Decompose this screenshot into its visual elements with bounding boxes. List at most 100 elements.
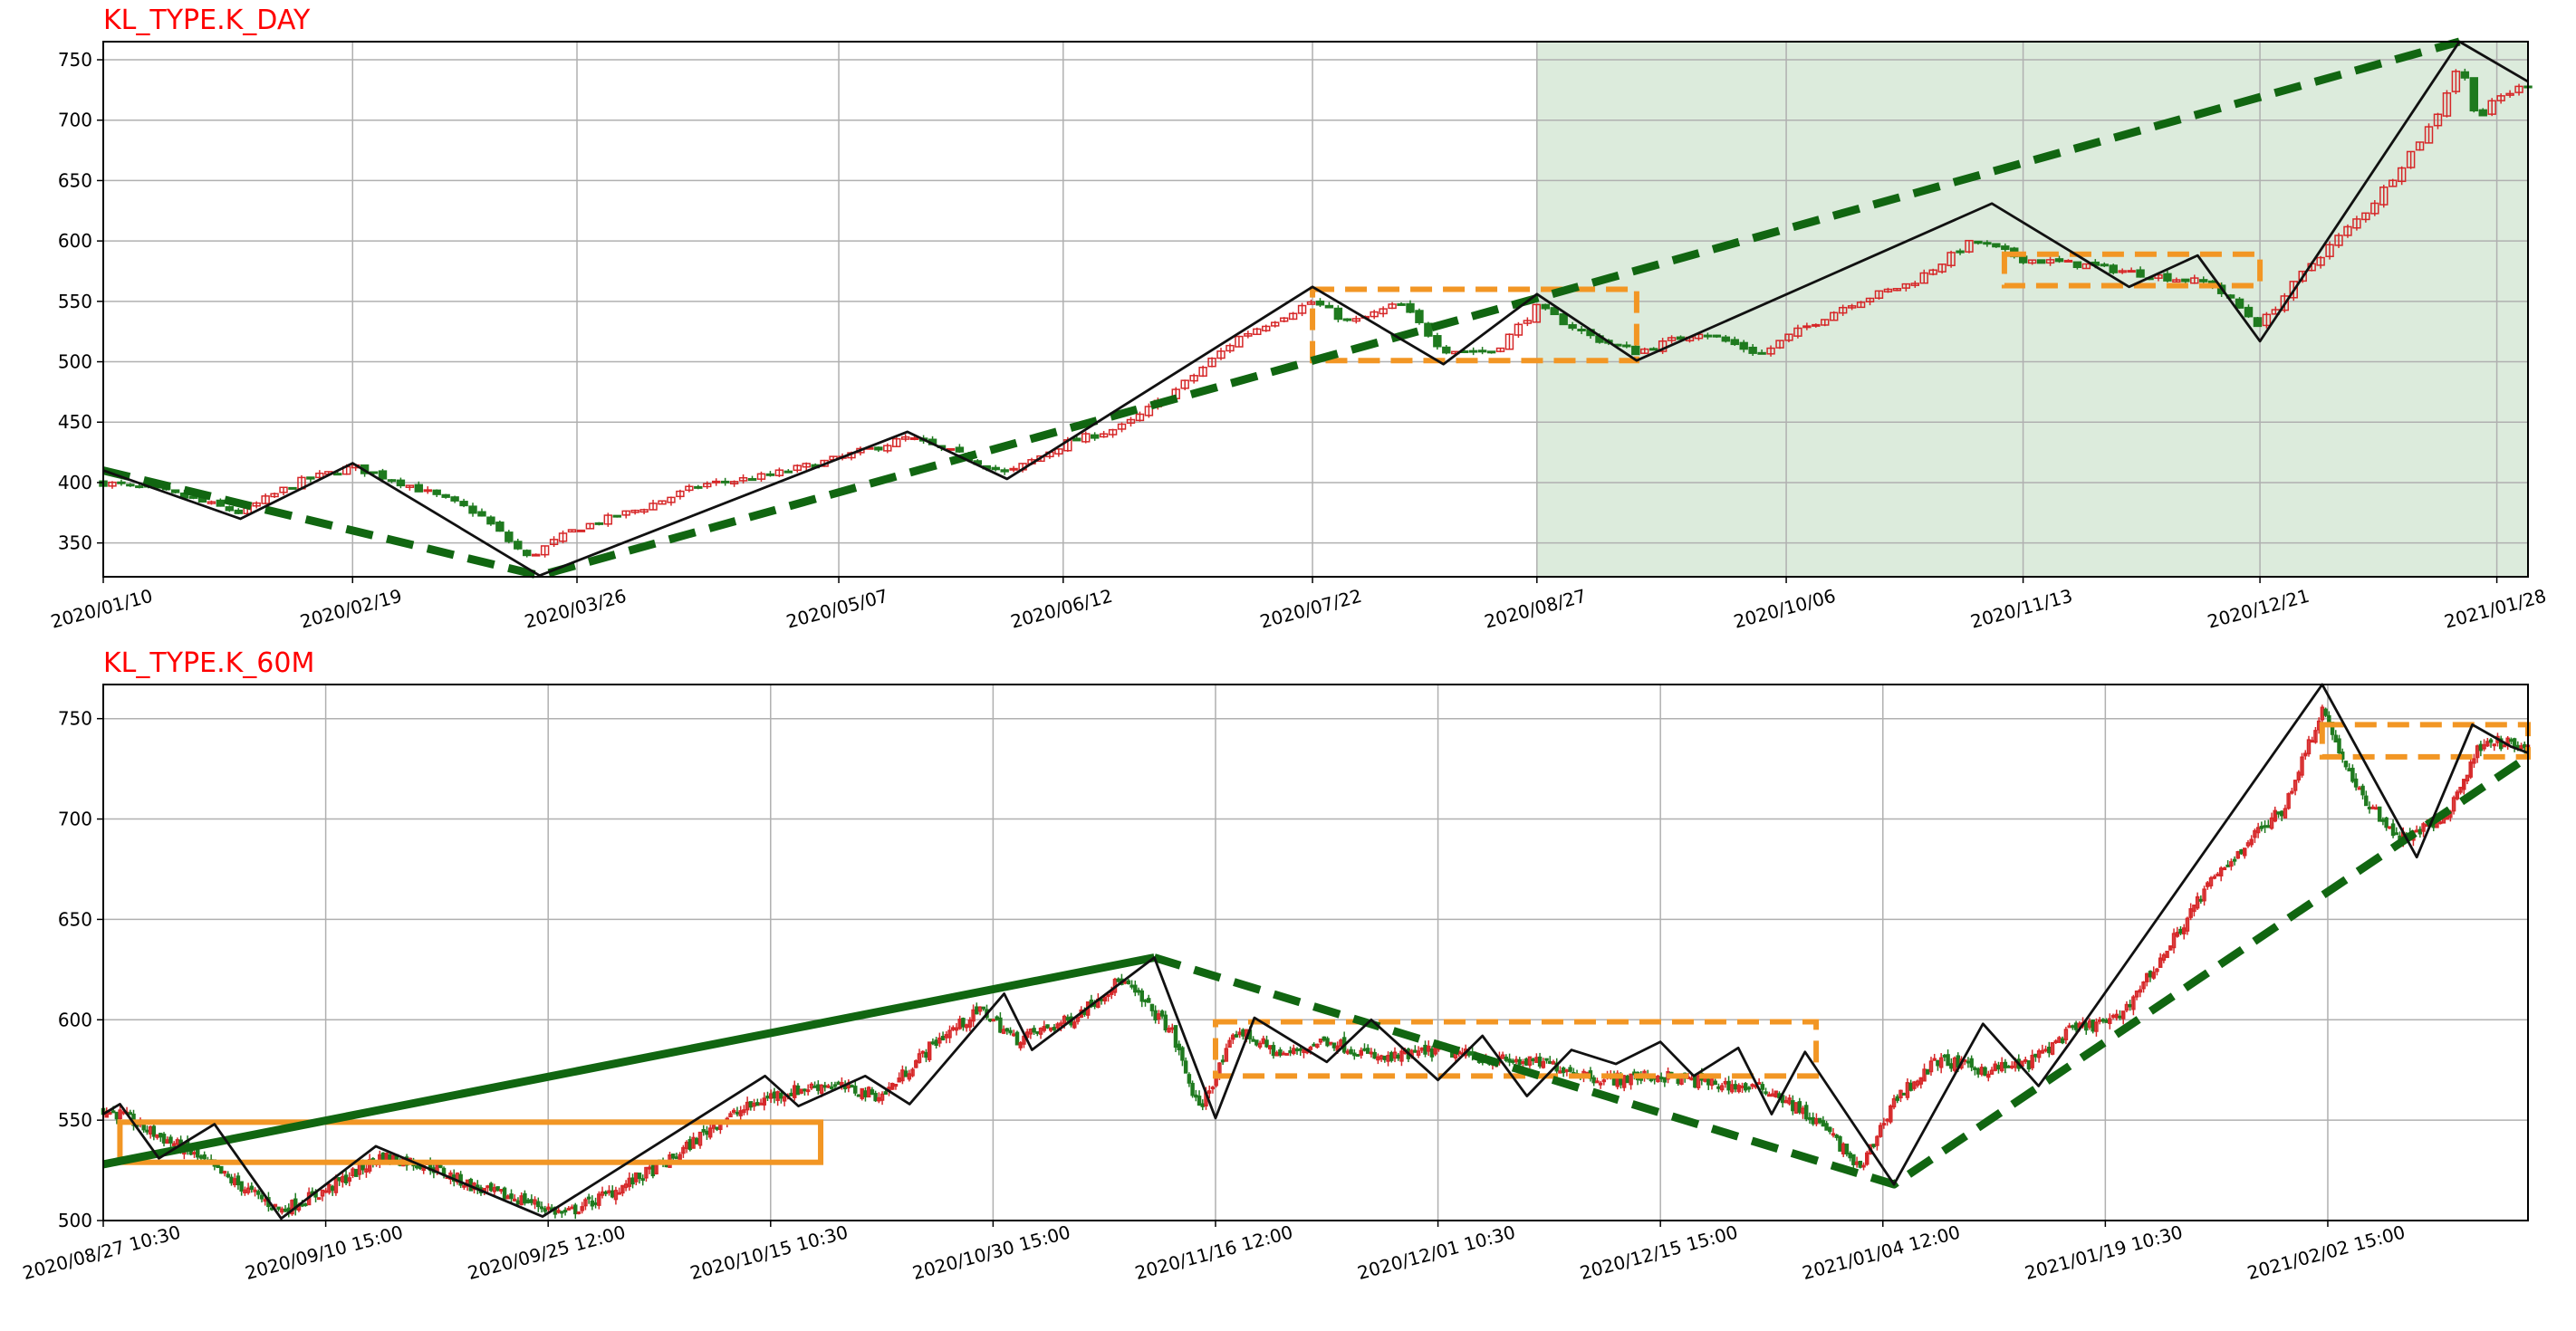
candle-body xyxy=(580,1206,584,1211)
candle-body xyxy=(2478,109,2487,117)
candle-body xyxy=(1406,302,1415,313)
candle-body xyxy=(509,1193,514,1200)
candle-body xyxy=(2424,126,2434,144)
candle-body xyxy=(850,1085,854,1088)
candle-body xyxy=(1388,303,1397,310)
candle-body xyxy=(1983,1067,1987,1077)
candle-body xyxy=(687,1139,693,1151)
candle-body xyxy=(2253,829,2257,838)
candle-body xyxy=(1180,379,1189,389)
candle-body xyxy=(1531,1058,1535,1062)
candle-body xyxy=(2280,295,2290,311)
candle-body xyxy=(826,1085,831,1088)
candle-body xyxy=(126,484,135,487)
candle-body xyxy=(1514,323,1523,336)
zs-box xyxy=(117,1119,824,1165)
candle-body xyxy=(802,463,811,468)
candle-body xyxy=(2388,826,2392,829)
candle-body xyxy=(2060,1038,2065,1044)
candle-body xyxy=(2181,278,2190,282)
candle-body xyxy=(1591,1077,1596,1084)
candle-body xyxy=(735,1111,740,1115)
candle-body xyxy=(1189,375,1198,382)
candle-body xyxy=(1895,1096,1899,1101)
candle-body xyxy=(893,1083,899,1087)
candle-body xyxy=(273,1203,278,1207)
candle-body xyxy=(1281,1052,1286,1056)
candle-body xyxy=(1746,1087,1752,1090)
candle-body xyxy=(1126,418,1136,424)
candle-body xyxy=(405,484,415,488)
candle-body xyxy=(2036,1050,2042,1058)
candle-body xyxy=(1198,367,1207,378)
candle-body xyxy=(1803,1105,1809,1120)
candle-body xyxy=(1831,1133,1836,1136)
candle-body xyxy=(987,1018,993,1022)
candle-body xyxy=(1253,328,1262,336)
candle-body xyxy=(450,496,459,502)
candle-body xyxy=(2163,273,2172,282)
candle-body xyxy=(2279,810,2284,817)
candle-body xyxy=(1264,1039,1269,1048)
candle-body xyxy=(1415,310,1424,323)
candle-body xyxy=(1703,334,1713,338)
candle-body xyxy=(1793,327,1802,337)
bi-zigzag-line xyxy=(102,683,2529,1221)
candle-body xyxy=(1595,1080,1600,1084)
candle-body xyxy=(1757,351,1766,355)
candle-body xyxy=(1159,1010,1165,1017)
y-tick-label: 500 xyxy=(58,351,92,373)
candle-body xyxy=(438,1164,443,1168)
candle-body xyxy=(715,1126,719,1130)
candle-body xyxy=(630,509,639,513)
candle-body xyxy=(1949,1063,1954,1069)
candle-body xyxy=(697,1131,703,1146)
candle-body xyxy=(1956,250,1965,254)
candle-body xyxy=(2084,1022,2089,1031)
candle-body xyxy=(2171,933,2177,949)
candle-body xyxy=(239,1181,244,1192)
candle-body xyxy=(2010,1065,2014,1068)
candle-body xyxy=(1932,1058,1937,1061)
candle-body xyxy=(947,1029,952,1039)
candle-body xyxy=(2478,743,2484,752)
candle-body xyxy=(2357,787,2362,790)
candle-body xyxy=(832,1084,838,1087)
candle-body xyxy=(783,470,793,474)
candle-body xyxy=(1885,1118,1889,1122)
candle-body xyxy=(1844,1144,1850,1154)
candle-body xyxy=(590,1200,595,1207)
candle-body xyxy=(1372,1051,1377,1059)
candle-body xyxy=(1858,1160,1863,1168)
candle-body xyxy=(1379,308,1388,315)
candle-body xyxy=(1629,1073,1633,1086)
candle-body xyxy=(2487,100,2496,115)
candle-body xyxy=(2384,817,2389,828)
candle-body xyxy=(2465,774,2470,781)
candle-body xyxy=(512,1198,517,1202)
candle-body xyxy=(2208,876,2214,886)
x-tick-label: 2021/01/04 12:00 xyxy=(1800,1221,1962,1284)
candle-body xyxy=(1038,1027,1043,1035)
candle-body xyxy=(1871,1144,1876,1147)
candle-body xyxy=(1018,1041,1023,1049)
candle-body xyxy=(256,1191,261,1195)
candle-body xyxy=(354,1168,359,1177)
candle-body xyxy=(2333,734,2339,743)
candle-body xyxy=(1190,1082,1195,1096)
candle-body xyxy=(387,479,397,483)
candle-body xyxy=(2482,743,2486,750)
candle-body xyxy=(415,1165,419,1169)
candle-body xyxy=(263,1199,267,1202)
candle-body xyxy=(1135,413,1145,422)
candle-body xyxy=(1433,335,1442,348)
candle-body xyxy=(2127,270,2136,273)
candle-body xyxy=(2492,743,2497,747)
candle-body xyxy=(1279,317,1289,322)
candle-body xyxy=(2370,806,2375,809)
candle-body xyxy=(2001,245,2010,251)
candle-body xyxy=(649,503,658,511)
candle-body xyxy=(658,500,667,505)
candle-body xyxy=(118,1109,122,1120)
candle-body xyxy=(1640,348,1649,354)
